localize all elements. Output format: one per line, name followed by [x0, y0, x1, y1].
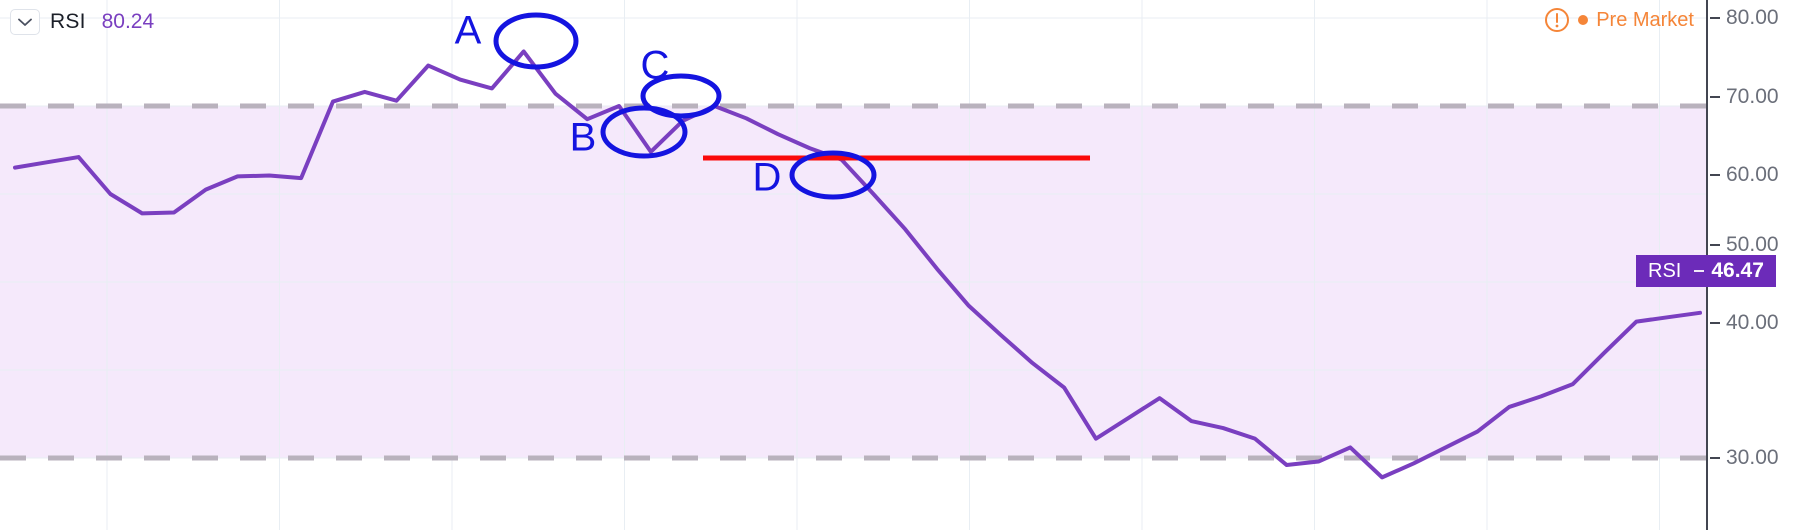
tick-label: 30.00 — [1726, 446, 1779, 469]
tick-dash — [1710, 322, 1720, 324]
tick-label: 60.00 — [1726, 163, 1779, 186]
tick-label: 50.00 — [1726, 233, 1779, 256]
indicator-legend: RSI 80.24 — [10, 5, 154, 39]
price-tick: 30.00 — [1706, 446, 1779, 469]
price-tick: 60.00 — [1706, 163, 1779, 186]
rsi-chart-svg: A BC D — [0, 0, 1706, 530]
annotation-ellipse-c[interactable] — [640, 73, 722, 119]
tick-label: 40.00 — [1726, 311, 1779, 334]
tick-label: 70.00 — [1726, 85, 1779, 108]
annotation-ellipse-d[interactable] — [789, 150, 877, 200]
tick-dash — [1710, 96, 1720, 98]
tick-dash — [1710, 457, 1720, 459]
annotation-ellipse-b[interactable] — [600, 105, 688, 159]
rsi-line — [13, 49, 1702, 480]
price-tick: 50.00 — [1706, 233, 1779, 256]
current-value-badge: RSI 46.47 — [1636, 255, 1776, 287]
annotation-label-c: C — [641, 44, 670, 88]
price-scale[interactable]: 80.00 70.00 60.00 50.00 40.00 30.00 RSI 46.47 — [1636, 0, 1816, 530]
status-dot-icon — [1578, 15, 1589, 25]
indicator-value: 80.24 — [101, 10, 155, 33]
price-tick: 70.00 — [1706, 85, 1779, 108]
badge-indicator-name: RSI — [1648, 259, 1682, 282]
annotation-label-a: A — [455, 9, 482, 53]
exclamation-circle-icon — [1544, 7, 1570, 33]
annotation-label-d: D — [753, 156, 782, 200]
tick-dash — [1710, 244, 1720, 246]
annotation-label-b: B — [570, 116, 597, 160]
price-tick: 40.00 — [1706, 311, 1779, 334]
chevron-down-icon[interactable] — [10, 9, 40, 35]
pre-market-label: Pre Market — [1596, 8, 1694, 31]
price-tick: 80.00 — [1706, 6, 1779, 29]
badge-value: 46.47 — [1711, 259, 1764, 282]
badge-tick-dash — [1694, 270, 1705, 272]
tick-dash — [1710, 174, 1720, 176]
annotation-ellipse-a[interactable] — [493, 12, 579, 70]
pre-market-status[interactable]: Pre Market — [1544, 7, 1694, 33]
tick-dash — [1710, 17, 1720, 19]
tick-label: 80.00 — [1726, 6, 1779, 29]
indicator-name[interactable]: RSI — [50, 10, 86, 33]
